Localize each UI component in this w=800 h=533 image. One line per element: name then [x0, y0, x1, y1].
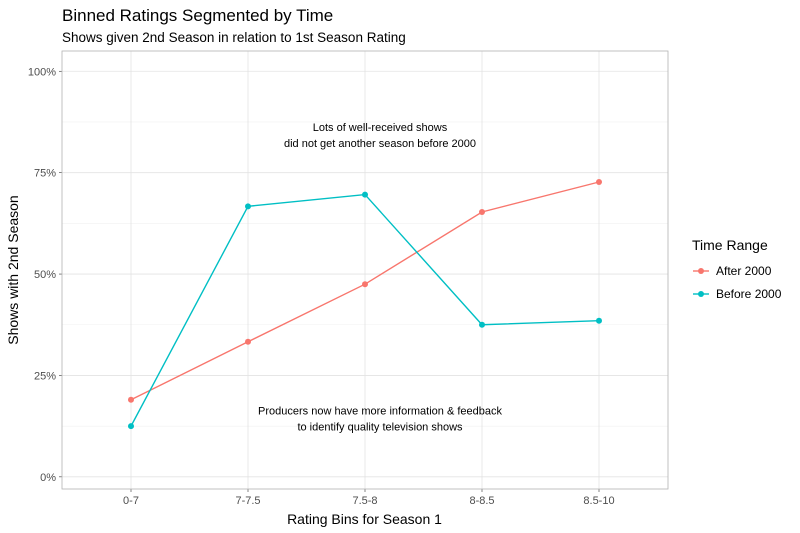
data-point [362, 191, 368, 198]
x-axis-title: Rating Bins for Season 1 [287, 511, 442, 527]
legend-label: Before 2000 [716, 287, 782, 301]
data-point [596, 178, 602, 185]
data-point [596, 317, 602, 324]
legend-key-point [698, 291, 704, 297]
data-point [479, 209, 485, 216]
y-tick-label: 0% [40, 472, 56, 484]
annotation-text: to identify quality television shows [297, 421, 463, 433]
y-tick-label: 25% [34, 370, 56, 382]
legend-key-point [698, 268, 704, 274]
data-point [245, 338, 251, 345]
plot-border [61, 50, 669, 490]
chart-title: Binned Ratings Segmented by Time [62, 6, 333, 25]
y-tick-label: 75% [34, 168, 56, 180]
y-axis-title: Shows with 2nd Season [5, 195, 21, 344]
legend-label: After 2000 [716, 264, 772, 278]
x-tick-label: 7.5-8 [352, 495, 377, 507]
data-point [479, 321, 485, 328]
x-tick-label: 8.5-10 [583, 495, 614, 507]
annotation-text: Lots of well-received shows [313, 122, 448, 134]
y-tick-label: 100% [28, 66, 56, 78]
plot-area: 0% 25% 50% 75% 100% 0-7 7-7.5 7.5-8 8-8.5 8.5-10 L… [28, 50, 669, 507]
x-tick-label: 8-8.5 [469, 495, 494, 507]
legend: Time Range After 2000 Before 2000 [692, 237, 782, 301]
legend-title: Time Range [692, 237, 768, 253]
x-tick-label: 0-7 [123, 495, 139, 507]
annotation-text: did not get another season before 2000 [284, 138, 476, 150]
data-point [128, 396, 134, 403]
data-point [362, 281, 368, 288]
data-point [245, 203, 251, 210]
annotation-text: Producers now have more information & fe… [258, 405, 502, 417]
x-tick-label: 7-7.5 [235, 495, 260, 507]
chart-subtitle: Shows given 2nd Season in relation to 1s… [62, 30, 406, 45]
data-point [128, 423, 134, 430]
y-tick-label: 50% [34, 269, 56, 281]
